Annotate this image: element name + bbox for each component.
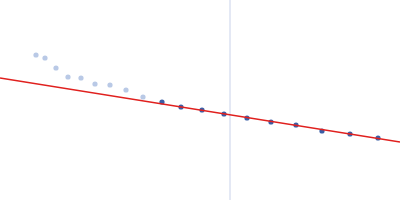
point — [53, 65, 58, 70]
point — [107, 82, 112, 87]
point — [78, 75, 83, 80]
point — [123, 87, 128, 92]
point — [65, 74, 70, 79]
line — [0, 78, 400, 142]
point — [42, 55, 47, 60]
point — [33, 52, 38, 57]
point — [92, 81, 97, 86]
plot-area — [0, 0, 400, 200]
point — [140, 94, 145, 99]
line — [230, 0, 231, 200]
chart — [0, 0, 400, 200]
